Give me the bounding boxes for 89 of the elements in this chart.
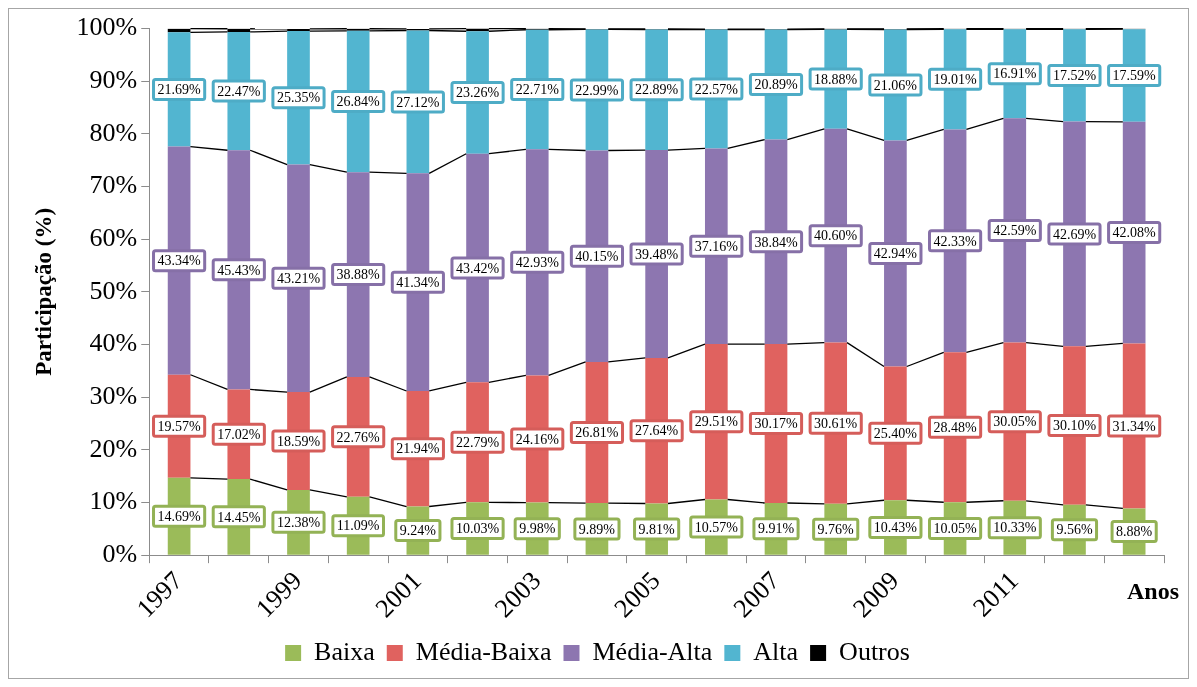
data-label: 29.51% [694, 414, 739, 430]
data-label: 43.34% [157, 253, 202, 269]
data-label: 16.91% [993, 66, 1037, 82]
data-label: 10.33% [993, 520, 1037, 536]
data-label: 39.48% [635, 246, 679, 262]
data-label: 30.17% [754, 416, 798, 432]
data-label: 19.01% [933, 72, 977, 88]
y-tick-label: 0% [102, 539, 138, 568]
data-label: 31.34% [1112, 418, 1157, 434]
y-tick-label: 70% [89, 170, 138, 200]
data-label: 8.88% [1116, 524, 1153, 540]
data-label: 27.64% [635, 423, 679, 439]
data-label: 18.88% [814, 71, 858, 87]
data-label: 22.76% [336, 429, 381, 445]
data-label: 41.34% [396, 274, 440, 290]
data-label: 17.59% [1112, 68, 1157, 84]
data-label: 9.76% [817, 521, 855, 537]
data-label: 19.57% [157, 418, 202, 434]
data-label: 43.21% [276, 271, 321, 286]
data-label: 12.38% [276, 515, 321, 530]
data-label: 40.60% [814, 228, 858, 244]
legend-label: Alta [753, 636, 799, 666]
data-label: 22.47% [217, 83, 261, 99]
data-label: 22.71% [515, 82, 560, 98]
data-label: 17.52% [1052, 68, 1097, 84]
data-label: 9.89% [578, 521, 616, 537]
data-label: 11.09% [336, 518, 380, 534]
data-label: 21.94% [396, 441, 440, 457]
data-label: 30.61% [814, 415, 858, 431]
y-tick-label: 100% [76, 12, 138, 42]
x-tick-label: 2001 [369, 565, 427, 624]
data-label: 38.84% [754, 234, 798, 250]
x-tick-label: 1999 [250, 565, 308, 624]
data-label: 26.84% [336, 94, 381, 110]
data-label: 17.02% [217, 426, 261, 442]
y-tick-label: 40% [89, 328, 138, 358]
data-label: 25.40% [873, 426, 918, 442]
data-label: 22.89% [635, 82, 679, 98]
data-label: 18.59% [276, 433, 321, 449]
y-tick-label: 30% [89, 381, 138, 411]
data-label: 10.43% [873, 520, 918, 536]
data-label: 23.26% [455, 85, 500, 101]
x-axis-title: Anos [1126, 578, 1179, 605]
data-label: 42.59% [993, 223, 1037, 239]
data-label: 27.12% [396, 94, 440, 110]
data-label: 10.05% [933, 521, 977, 537]
y-tick-label: 60% [89, 223, 138, 253]
y-tick-label: 90% [89, 65, 138, 95]
data-label: 43.42% [455, 260, 500, 276]
y-tick-label: 50% [89, 275, 138, 305]
data-label: 42.94% [873, 246, 918, 262]
data-label: 22.79% [455, 435, 500, 451]
data-label: 42.33% [933, 233, 977, 249]
data-label: 20.89% [754, 77, 798, 93]
data-label: 30.05% [993, 414, 1037, 430]
legend-label: Média-Alta [592, 636, 713, 666]
data-label: 14.45% [217, 509, 261, 525]
legend-label: Baixa [314, 636, 376, 666]
data-label: 9.24% [399, 523, 437, 539]
data-label: 26.81% [575, 425, 619, 441]
data-label: 38.88% [336, 267, 381, 283]
data-label: 9.91% [757, 521, 795, 537]
data-label: 42.08% [1112, 225, 1157, 241]
x-tick-label: 2011 [967, 565, 1024, 623]
data-label: 28.48% [933, 419, 977, 435]
legend-label: Outros [839, 636, 910, 666]
y-tick-label: 80% [89, 117, 138, 147]
data-label: 22.99% [575, 82, 619, 98]
data-label: 10.57% [694, 519, 739, 535]
data-label: 9.98% [519, 521, 556, 537]
data-label: 45.43% [217, 262, 261, 278]
data-label: 24.16% [515, 431, 560, 447]
y-axis-title: Participação (%) [30, 207, 56, 376]
data-label: 14.69% [157, 508, 202, 524]
data-label: 21.69% [157, 82, 202, 98]
data-label: 9.81% [638, 521, 676, 537]
y-tick-label: 10% [89, 486, 138, 516]
legend-label: Média-Baixa [415, 636, 552, 666]
data-label: 30.10% [1052, 418, 1097, 434]
data-label: 9.56% [1056, 522, 1093, 538]
data-label: 21.06% [873, 77, 918, 93]
y-tick-label: 20% [89, 433, 138, 463]
data-label: 42.69% [1052, 226, 1097, 242]
data-label: 42.93% [515, 255, 560, 271]
data-label: 10.03% [455, 521, 500, 537]
data-label: 40.15% [575, 248, 619, 264]
data-label: 37.16% [694, 238, 739, 254]
data-label: 22.57% [694, 81, 739, 97]
data-label: 25.35% [276, 90, 321, 106]
